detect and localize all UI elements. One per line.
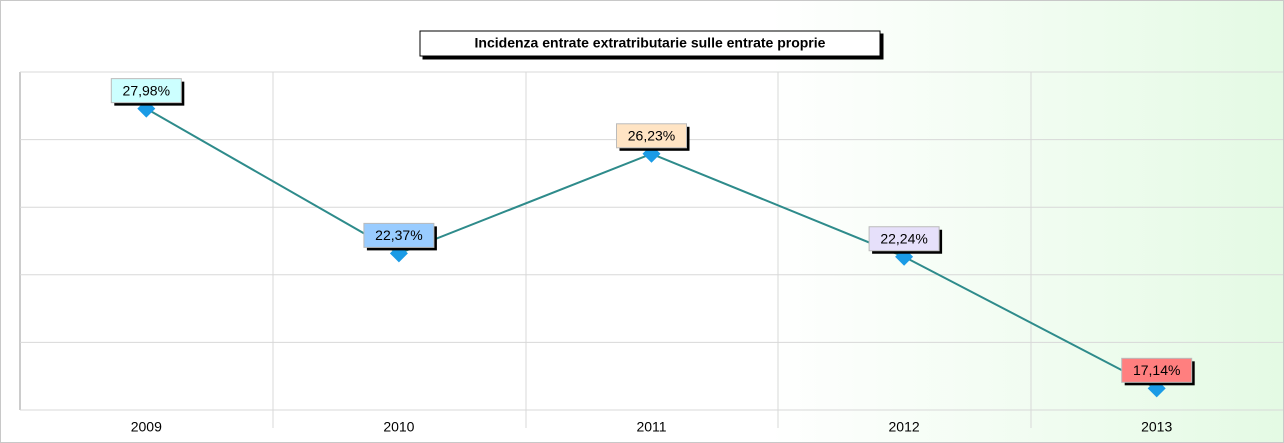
- data-label: 27,98%: [123, 82, 170, 98]
- label-box: [868, 226, 940, 252]
- grid: [19, 71, 1283, 428]
- label-box: [616, 123, 687, 149]
- x-tick-label: 2012: [889, 419, 920, 435]
- label-box: [1121, 357, 1193, 383]
- x-tick-label: 2013: [1141, 419, 1172, 435]
- title-box: [419, 30, 881, 57]
- x-tick-label: 2010: [383, 419, 414, 435]
- label-box: [363, 222, 435, 248]
- data-label: 26,23%: [628, 127, 675, 143]
- data-label: 17,14%: [1133, 362, 1180, 378]
- data-label: 22,37%: [375, 227, 422, 243]
- data-label: 22,24%: [880, 230, 927, 246]
- chart-title: Incidenza entrate extratributarie sulle …: [475, 35, 826, 51]
- label-box: [110, 78, 182, 104]
- x-tick-label: 2011: [636, 419, 666, 435]
- x-tick-label: 2009: [131, 419, 162, 435]
